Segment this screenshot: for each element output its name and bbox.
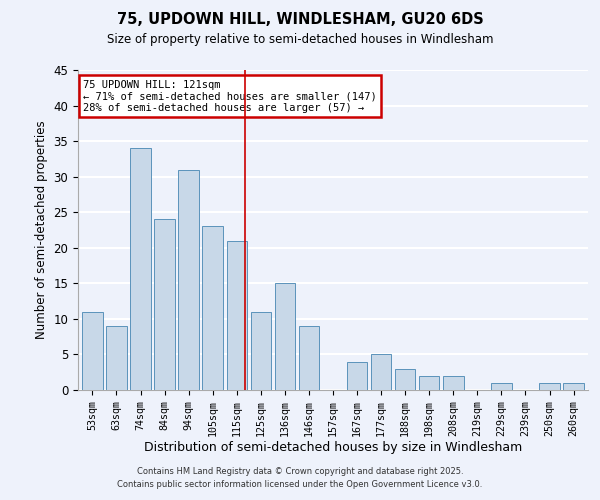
Bar <box>130 148 151 390</box>
Bar <box>299 326 319 390</box>
Bar <box>419 376 439 390</box>
Text: Contains public sector information licensed under the Open Government Licence v3: Contains public sector information licen… <box>118 480 482 489</box>
Bar <box>178 170 199 390</box>
Bar <box>154 220 175 390</box>
Bar <box>82 312 103 390</box>
Bar <box>106 326 127 390</box>
Bar <box>539 383 560 390</box>
Text: 75, UPDOWN HILL, WINDLESHAM, GU20 6DS: 75, UPDOWN HILL, WINDLESHAM, GU20 6DS <box>116 12 484 28</box>
Y-axis label: Number of semi-detached properties: Number of semi-detached properties <box>35 120 48 340</box>
Text: Size of property relative to semi-detached houses in Windlesham: Size of property relative to semi-detach… <box>107 32 493 46</box>
Bar <box>251 312 271 390</box>
X-axis label: Distribution of semi-detached houses by size in Windlesham: Distribution of semi-detached houses by … <box>144 442 522 454</box>
Text: Contains HM Land Registry data © Crown copyright and database right 2025.: Contains HM Land Registry data © Crown c… <box>137 467 463 476</box>
Bar <box>202 226 223 390</box>
Bar <box>275 284 295 390</box>
Bar <box>491 383 512 390</box>
Bar <box>227 240 247 390</box>
Text: 75 UPDOWN HILL: 121sqm
← 71% of semi-detached houses are smaller (147)
28% of se: 75 UPDOWN HILL: 121sqm ← 71% of semi-det… <box>83 80 377 113</box>
Bar <box>347 362 367 390</box>
Bar <box>563 383 584 390</box>
Bar <box>443 376 464 390</box>
Bar <box>395 368 415 390</box>
Bar <box>371 354 391 390</box>
